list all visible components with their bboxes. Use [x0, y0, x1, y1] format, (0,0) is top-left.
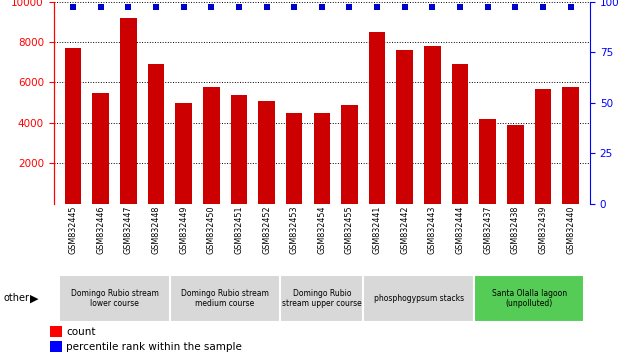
Text: GSM832437: GSM832437	[483, 206, 492, 254]
Bar	[363, 275, 474, 322]
Bar	[562, 86, 579, 204]
Point	[372, 4, 382, 10]
Text: GSM832443: GSM832443	[428, 206, 437, 254]
Text: GDS5331 / 18138: GDS5331 / 18138	[54, 0, 177, 1]
Bar	[92, 92, 109, 204]
Text: GSM832440: GSM832440	[566, 206, 575, 254]
Bar	[314, 113, 330, 204]
Bar	[50, 326, 62, 337]
Text: GSM832445: GSM832445	[69, 206, 78, 254]
Text: percentile rank within the sample: percentile rank within the sample	[66, 342, 242, 352]
Bar	[230, 95, 247, 204]
Text: GSM832438: GSM832438	[511, 206, 520, 254]
Text: GSM832447: GSM832447	[124, 206, 133, 254]
Point	[179, 4, 189, 10]
Text: GSM832455: GSM832455	[345, 206, 354, 254]
Text: GSM832449: GSM832449	[179, 206, 188, 254]
Text: GSM832450: GSM832450	[207, 206, 216, 254]
Bar	[120, 18, 136, 204]
Bar	[480, 119, 496, 204]
Text: GSM832452: GSM832452	[262, 206, 271, 254]
Text: GSM832439: GSM832439	[538, 206, 548, 254]
Text: GSM832451: GSM832451	[234, 206, 244, 254]
Point	[234, 4, 244, 10]
Bar	[396, 50, 413, 204]
Text: other: other	[3, 293, 29, 303]
Bar	[65, 48, 81, 204]
Bar	[280, 275, 363, 322]
Point	[483, 4, 493, 10]
Text: GSM832442: GSM832442	[400, 206, 410, 254]
Point	[538, 4, 548, 10]
Bar	[424, 46, 440, 204]
Bar	[170, 275, 280, 322]
Bar	[369, 32, 386, 204]
Point	[399, 4, 410, 10]
Point	[261, 4, 271, 10]
Point	[206, 4, 216, 10]
Point	[289, 4, 299, 10]
Text: Domingo Rubio stream
medium course: Domingo Rubio stream medium course	[181, 289, 269, 308]
Bar	[258, 101, 275, 204]
Point	[95, 4, 105, 10]
Bar	[341, 105, 358, 204]
Text: Domingo Rubio stream
lower course: Domingo Rubio stream lower course	[71, 289, 158, 308]
Bar	[474, 275, 584, 322]
Bar	[148, 64, 164, 204]
Point	[68, 4, 78, 10]
Bar	[452, 64, 468, 204]
Bar	[203, 86, 220, 204]
Bar	[534, 88, 551, 204]
Point	[317, 4, 327, 10]
Text: count: count	[66, 327, 96, 337]
Point	[427, 4, 437, 10]
Text: Santa Olalla lagoon
(unpolluted): Santa Olalla lagoon (unpolluted)	[492, 289, 567, 308]
Text: GSM832441: GSM832441	[372, 206, 382, 254]
Bar	[507, 125, 524, 204]
Point	[151, 4, 161, 10]
Text: GSM832454: GSM832454	[317, 206, 326, 254]
Point	[510, 4, 521, 10]
Text: phosphogypsum stacks: phosphogypsum stacks	[374, 294, 464, 303]
Text: Domingo Rubio
stream upper course: Domingo Rubio stream upper course	[282, 289, 362, 308]
Text: GSM832446: GSM832446	[96, 206, 105, 254]
Text: GSM832453: GSM832453	[290, 206, 298, 254]
Point	[123, 4, 133, 10]
Bar	[175, 103, 192, 204]
Point	[345, 4, 355, 10]
Point	[455, 4, 465, 10]
Text: GSM832448: GSM832448	[151, 206, 160, 254]
Point	[565, 4, 575, 10]
Bar	[59, 275, 170, 322]
Text: GSM832444: GSM832444	[456, 206, 464, 254]
Bar	[286, 113, 302, 204]
Bar	[50, 341, 62, 353]
Text: ▶: ▶	[30, 293, 38, 303]
